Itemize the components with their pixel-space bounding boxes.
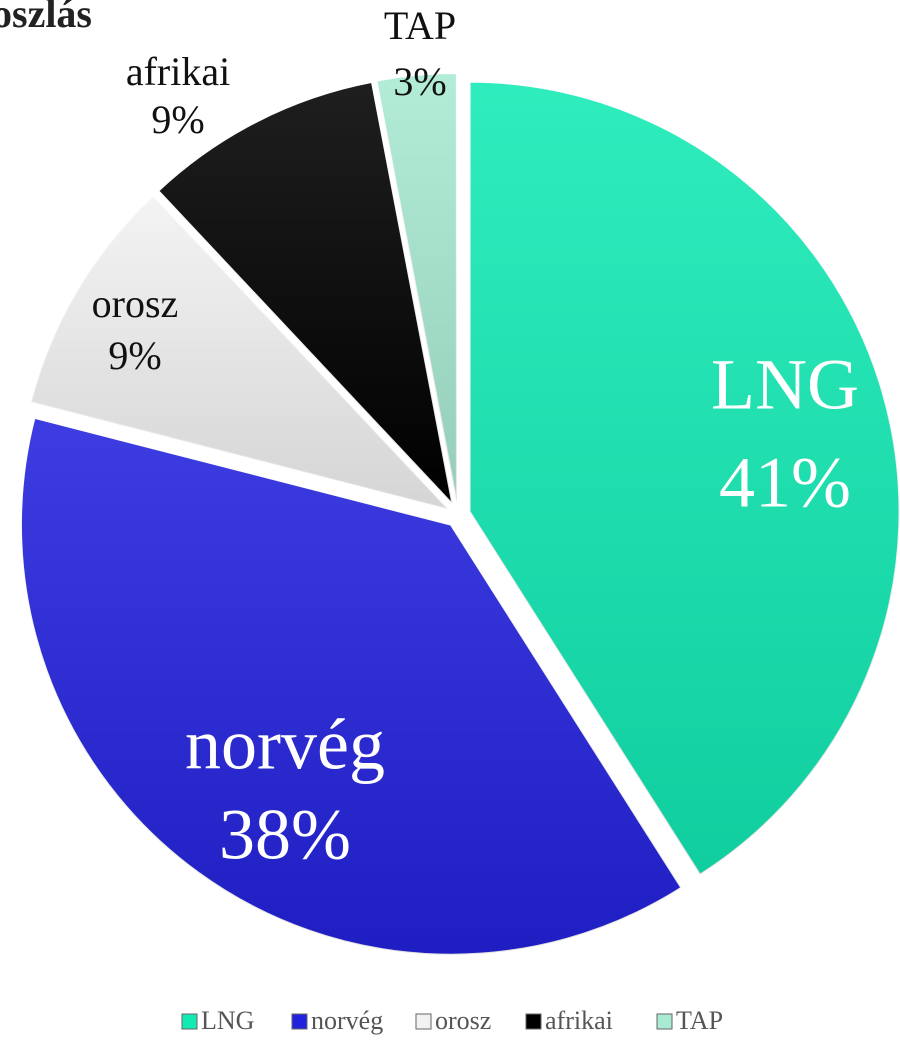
legend-swatch xyxy=(525,1013,542,1030)
slice-shade xyxy=(20,417,682,955)
slice-shade xyxy=(158,81,453,505)
slice-label-name: TAP xyxy=(384,3,456,48)
legend-label: norvég xyxy=(311,1006,383,1035)
chart-title: oszlás xyxy=(0,0,92,36)
slice-label-value: 38% xyxy=(219,795,351,875)
slice-label-value: 9% xyxy=(151,97,204,142)
slice-label-value: 41% xyxy=(719,443,851,523)
slice-label-name: orosz xyxy=(92,281,179,326)
slice-label-name: norvég xyxy=(185,705,385,785)
legend-swatch xyxy=(181,1013,198,1030)
legend-label: orosz xyxy=(435,1006,491,1035)
slice-shade xyxy=(31,195,448,509)
legend-label: TAP xyxy=(676,1006,723,1035)
legend-swatch xyxy=(415,1013,432,1030)
slice-label-name: afrikai xyxy=(126,49,230,94)
slice-label-value: 3% xyxy=(393,59,446,104)
legend-label: afrikai xyxy=(545,1006,613,1035)
legend-swatch xyxy=(291,1013,308,1030)
slice-shade xyxy=(376,73,457,504)
slice-shade xyxy=(469,81,900,875)
slice-label-name: LNG xyxy=(711,345,859,425)
legend-label: LNG xyxy=(201,1006,254,1035)
slice-label-value: 9% xyxy=(108,333,161,378)
legend-swatch xyxy=(656,1013,673,1030)
